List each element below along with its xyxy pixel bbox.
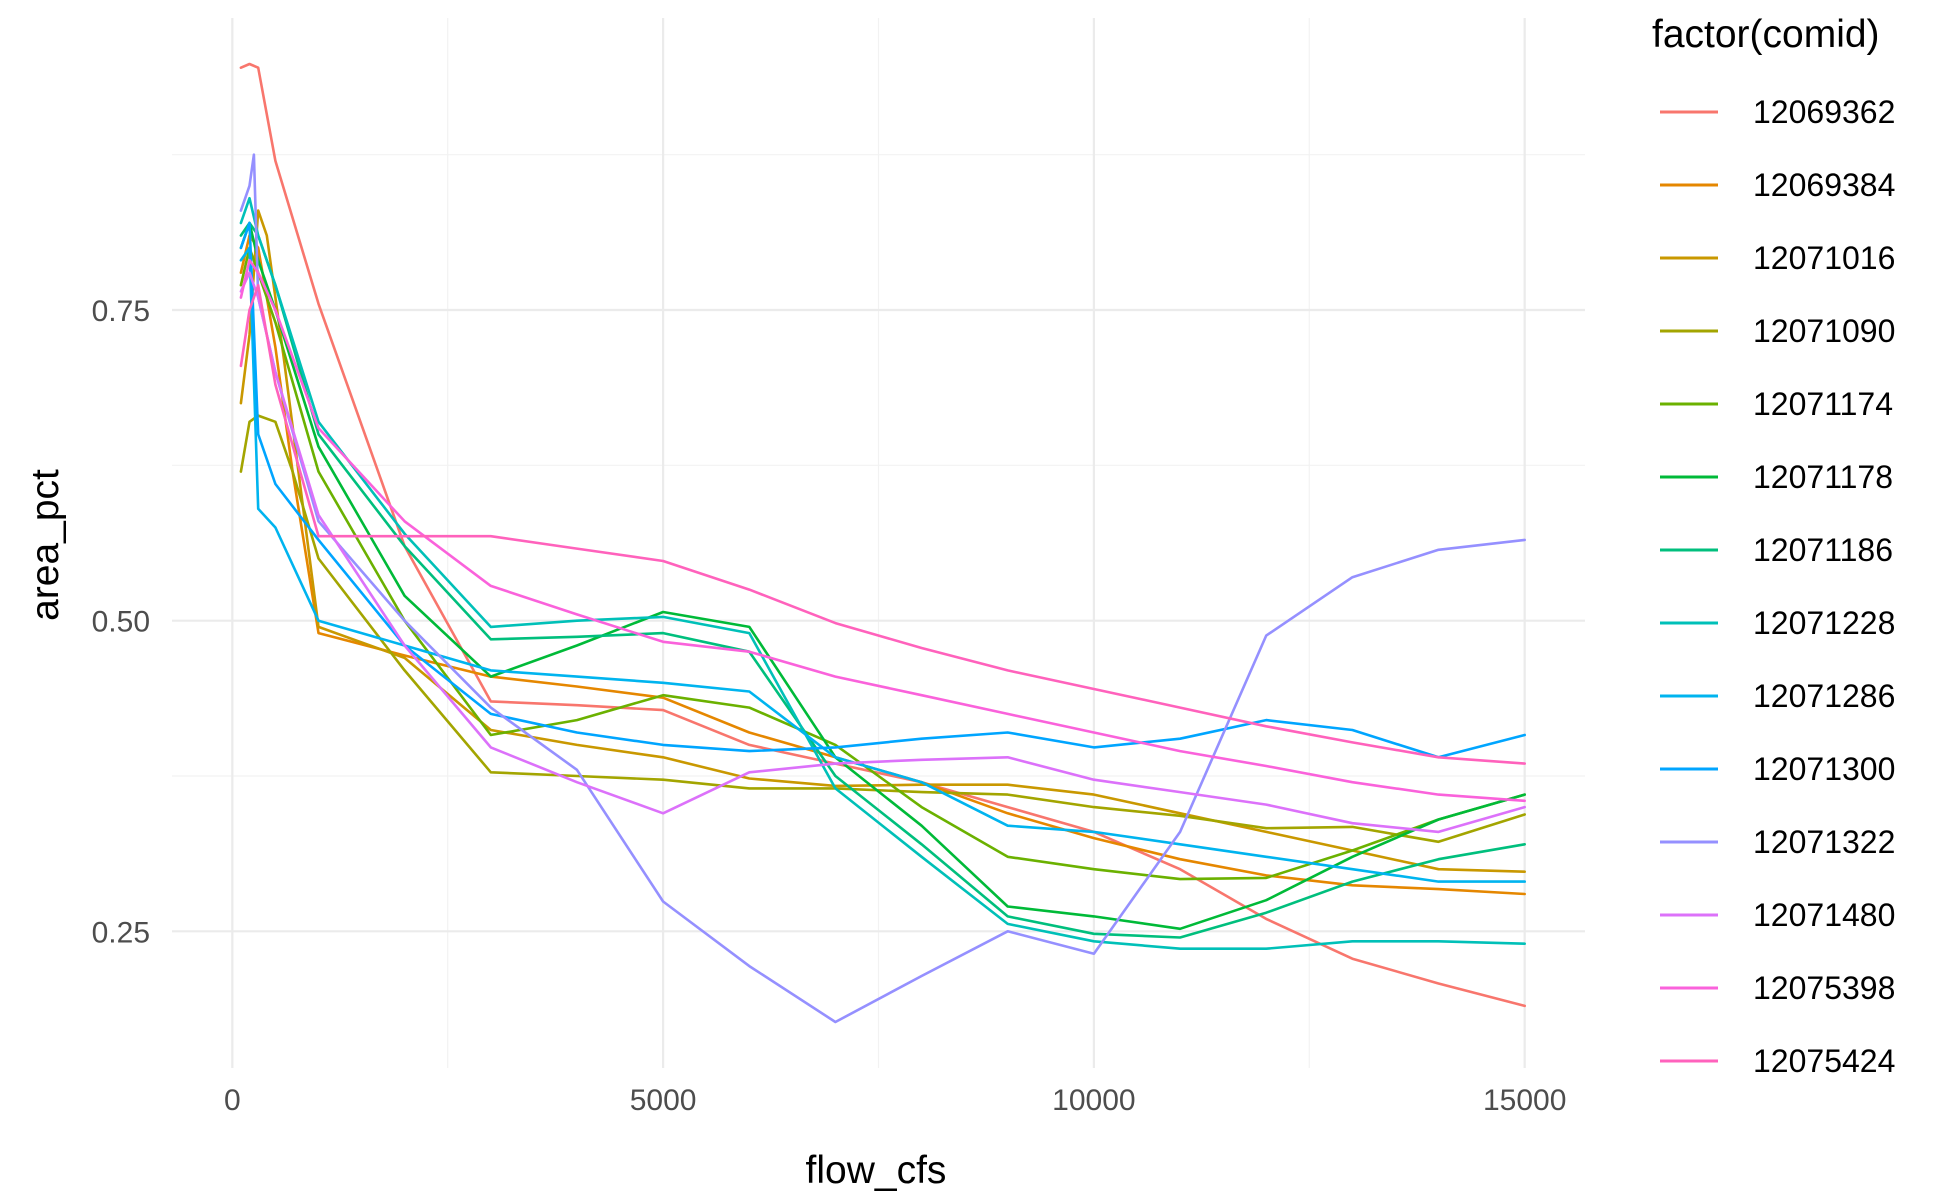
legend-label-12069384: 12069384 <box>1753 167 1895 203</box>
legend-label-12075398: 12075398 <box>1753 970 1895 1006</box>
legend-label-12071016: 12071016 <box>1753 240 1895 276</box>
x-tick-label: 5000 <box>630 1084 697 1117</box>
legend-label-12071286: 12071286 <box>1753 678 1895 714</box>
legend-label-12071174: 12071174 <box>1753 386 1893 422</box>
legend: factor(comid) 12069362 12069384 12071016 12… <box>1652 13 1895 1079</box>
legend-label-12071090: 12071090 <box>1753 313 1895 349</box>
grid <box>172 18 1585 1068</box>
series-line-12071286 <box>239 246 1526 883</box>
series-line-12071186 <box>239 221 1526 939</box>
series-line-12071480 <box>239 271 1526 834</box>
series-line-12071016 <box>239 209 1526 873</box>
x-axis-ticks: 0 5000 10000 15000 <box>224 1084 1566 1117</box>
series-line-12071322 <box>239 153 1526 1024</box>
series-line-12069384 <box>239 234 1526 896</box>
x-tick-label: 10000 <box>1052 1084 1135 1117</box>
legend-label-12071178: 12071178 <box>1753 459 1893 495</box>
series-line-12071228 <box>239 196 1526 950</box>
x-tick-label: 15000 <box>1483 1084 1566 1117</box>
series-line-12071090 <box>239 414 1526 844</box>
series-line-12069362 <box>239 62 1526 1008</box>
series-lines <box>239 62 1526 1024</box>
legend-label-12071322: 12071322 <box>1753 824 1895 860</box>
legend-label-12071480: 12071480 <box>1753 897 1895 933</box>
y-tick-label: 0.25 <box>92 916 150 949</box>
legend-label-12071300: 12071300 <box>1753 751 1895 787</box>
legend-label-12069362: 12069362 <box>1753 94 1895 130</box>
legend-label-12071228: 12071228 <box>1753 605 1895 641</box>
series-line-12075398 <box>239 259 1526 803</box>
legend-label-12071186: 12071186 <box>1753 532 1893 568</box>
x-axis-title: flow_cfs <box>806 1149 947 1192</box>
legend-title: factor(comid) <box>1652 13 1880 56</box>
y-axis-ticks: 0.25 0.50 0.75 <box>92 295 150 949</box>
x-tick-label: 0 <box>224 1084 241 1117</box>
y-axis-title: area_pct <box>24 469 67 621</box>
legend-label-12075424: 12075424 <box>1753 1043 1895 1079</box>
series-line-12071300 <box>239 221 1526 759</box>
y-tick-label: 0.75 <box>92 295 150 328</box>
series-line-12071174 <box>239 246 1526 881</box>
y-tick-label: 0.50 <box>92 606 150 639</box>
series-line-12075424 <box>239 283 1526 765</box>
